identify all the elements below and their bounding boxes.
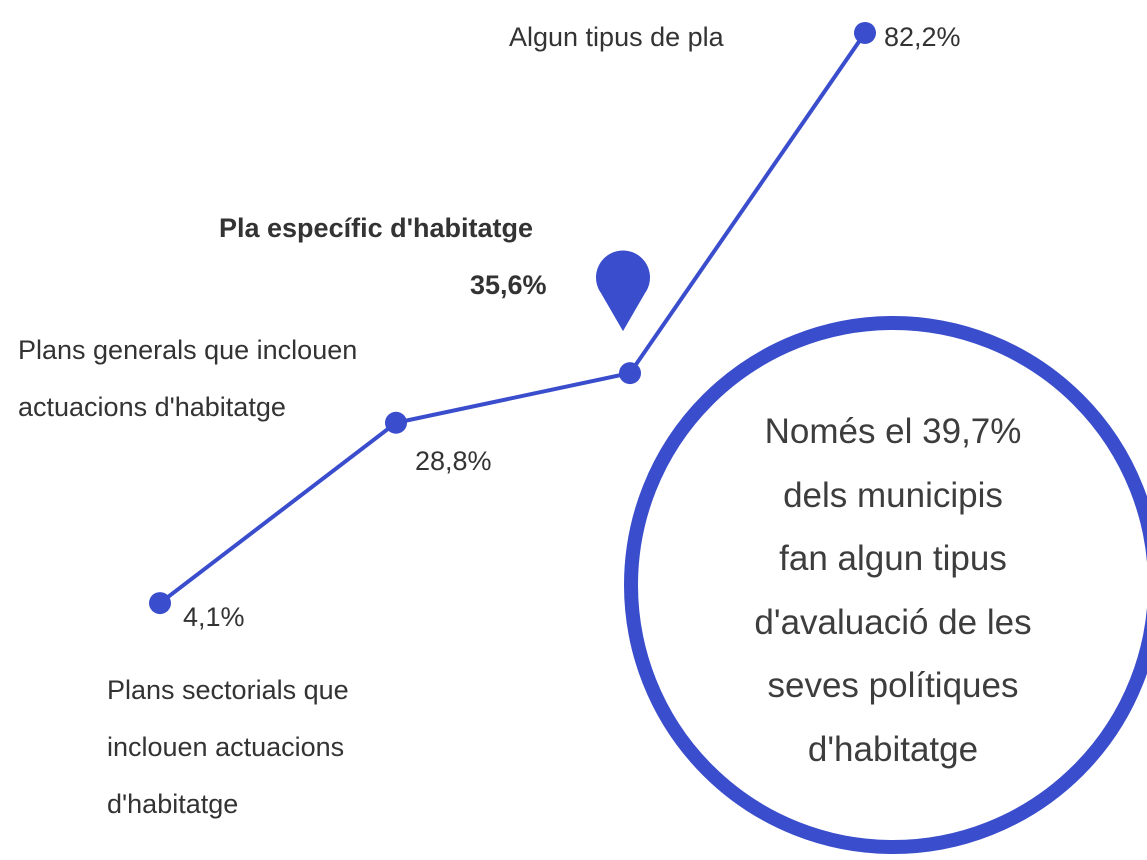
value-label: 4,1%: [183, 602, 245, 632]
value-label: 82,2%: [884, 22, 961, 52]
value-label: 35,6%: [470, 270, 547, 300]
annotation-line: dels municipis: [783, 475, 1003, 515]
point: [149, 592, 171, 615]
category-label: Plans generals que inclouen actuacions d…: [18, 335, 358, 422]
value-label: 28,8%: [415, 446, 492, 476]
callout-circle: [624, 316, 1147, 854]
annotation-line: d'avaluació de les: [754, 602, 1032, 642]
category-label: Plans sectorials que inclouen actuacions…: [107, 675, 349, 819]
pin-marker: [596, 250, 650, 332]
line: [158, 31, 867, 605]
point: [854, 21, 876, 44]
category-label: Algun tipus de pla: [509, 22, 724, 52]
point: [619, 362, 641, 385]
annotation-line: Només el 39,7%: [764, 412, 1022, 451]
annotation-line: fan algun tipus: [779, 539, 1007, 578]
category-label: Pla específic d'habitatge: [219, 213, 534, 243]
annotation-line: seves polítiques: [767, 666, 1019, 705]
annotation-line: d'habitatge: [807, 729, 979, 769]
point: [385, 411, 407, 434]
